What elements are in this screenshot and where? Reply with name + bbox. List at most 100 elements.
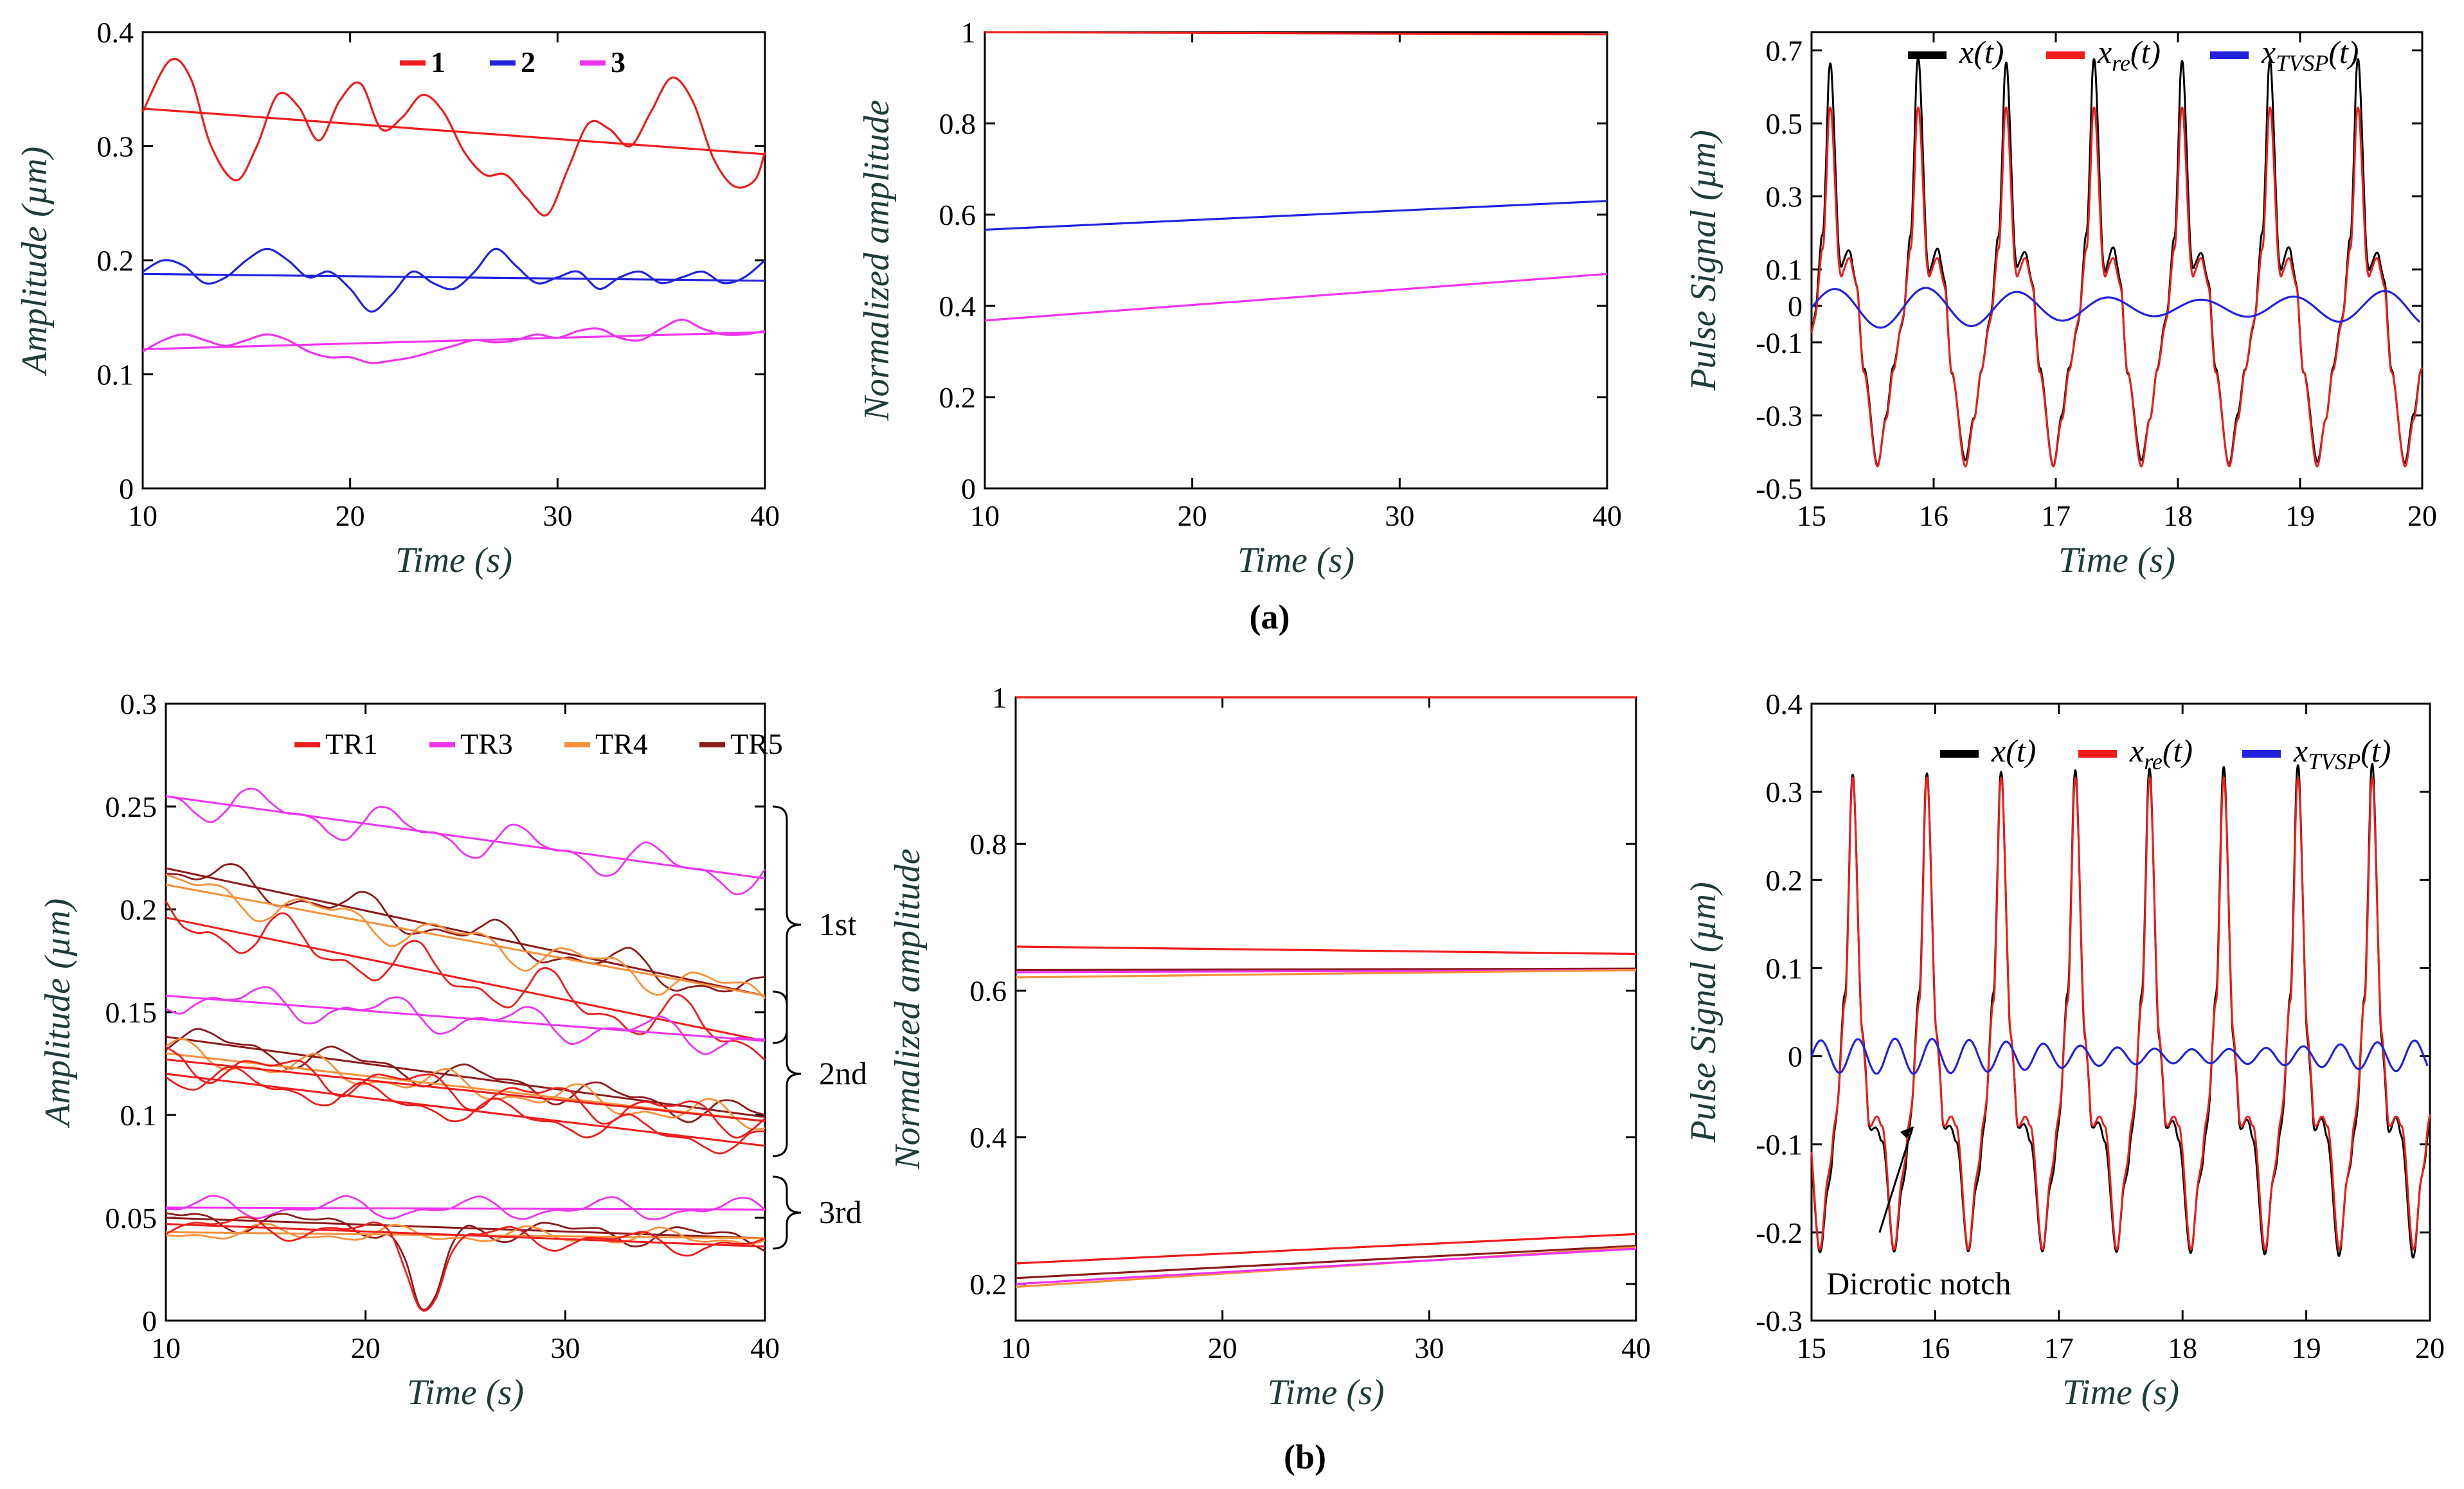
series-line-TR1-2nd [1015,945,1637,956]
series-curve-1 [141,58,766,217]
legend-entry: TR5 [730,727,783,760]
x-tick-label: 18 [2163,499,2193,532]
y-tick-label: 0 [119,472,134,505]
x-tick-label: 10 [1001,1332,1030,1364]
y-tick-label: 0.4 [97,16,134,49]
x-tick-label: 40 [1621,1332,1651,1364]
series-curve-TR4-2nd [165,1038,766,1130]
x-tick-label: 40 [750,499,780,532]
trend-line-TR5-3rd [165,1217,766,1240]
chart-a3: 15 16 17 18 19 20 -0.5 -0.3 -0.10 0.1 0.3 0.5 0.7 Tim… [1684,31,2437,580]
x-tick-label: 30 [1414,1332,1444,1364]
x-tick-label: 19 [2285,499,2315,532]
chart-b2: 10 20 30 40 0.2 0.4 0.6 0.8 1 Time (s) Normalized … [888,681,1651,1413]
bracket-3rd [772,1175,802,1250]
y-tick-label: 0.3 [120,688,157,720]
notch-arrow-line [1878,1126,1914,1233]
y-tick-label: 0.6 [939,199,976,231]
signal-x-re [1810,106,2424,468]
x-tick-label: 20 [1178,499,1207,532]
x-tick-label: 16 [1919,499,1948,532]
y-tick-label: 0.1 [1766,952,1803,985]
x-tick-label: 40 [1592,499,1622,532]
y-tick-label: -0.2 [1756,1217,1803,1249]
caption-a: (a) [1250,598,1290,636]
plot-frame [984,31,1608,490]
y-tick-label: -0.1 [1756,326,1803,359]
y-tick-label: 0.1 [1766,253,1803,286]
notch-annotation: Dicrotic notch [1826,1265,2011,1301]
y-tick-label: 0.3 [1766,181,1803,213]
plot-frame [1810,702,2431,1322]
legend-entry: TR3 [460,727,513,760]
x-axis-label: Time (s) [1237,540,1354,580]
caption-b: (b) [1284,1438,1326,1476]
y-tick-label: 1 [992,681,1007,714]
chart-a1: 10 20 30 40 0 0.1 0.2 0.3 0.4 Time (s) Amplitude (… [15,16,780,580]
series-curve-TR5-1st [165,863,766,993]
y-tick-label: -0.3 [1756,1305,1803,1337]
y-tick-label: -0.3 [1756,399,1803,432]
y-tick-label: 0.3 [1766,776,1803,808]
bracket-label-3rd: 3rd [819,1194,862,1230]
x-tick-label: 15 [1797,499,1826,532]
bracket-label-2nd: 2nd [819,1055,867,1091]
x-tick-label: 10 [970,499,1000,532]
trend-line-TR3-1st [165,795,766,880]
trend-line-TR5-1st [165,867,766,997]
legend-entry: xre(t) [2097,34,2161,76]
notch-arrow-head [1900,1127,1913,1139]
x-tick-label: 20 [336,499,365,532]
legend-entry: TR1 [325,727,378,760]
series-curve-2 [142,247,766,313]
y-tick-label: 0 [1788,1040,1803,1073]
y-tick-label: 0.2 [120,893,157,926]
legend-entry: 3 [611,46,625,78]
chart-a2: 10 20 30 40 0 0.2 0.4 0.6 0.8 1 Time (s) Normalized… [857,16,1622,580]
legend-entry: x(t) [1959,34,2004,70]
x-tick-label: 20 [2407,499,2437,532]
y-tick-label: 0.4 [970,1121,1007,1154]
y-axis-label: Normalized amplitude [857,100,897,421]
y-tick-label: 0 [961,472,976,505]
legend-entry: x(t) [1991,733,2036,769]
x-tick-label: 17 [2041,499,2071,532]
y-tick-label: 1 [961,16,976,49]
trend-line-TR1-2nd-b [165,1073,766,1147]
signal-x-tvsp [1810,287,2421,329]
x-tick-label: 30 [1385,499,1414,532]
series-line-3 [984,272,1608,322]
y-axis-label: Normalized amplitude [888,848,928,1170]
legend-entry: TR4 [595,727,648,760]
legend-entry: 1 [431,46,445,78]
trend-line-TR4-1st [165,884,766,997]
series-line-1-trend [142,107,766,156]
y-tick-label: 0.05 [105,1202,157,1235]
y-tick-label: 0.1 [120,1099,157,1132]
series-line-TR5-3rd [1015,1245,1637,1279]
x-axis-label: Time (s) [2058,540,2175,580]
signal-x [1810,763,2431,1259]
series-line-2-trend [142,272,766,282]
series-line-TR1-3rd [1015,1233,1637,1265]
series-curve-TR1-2nd-b [165,1065,766,1155]
y-axis-label: Amplitude (µm) [38,898,78,1128]
legend-entry: 2 [521,46,535,78]
bracket-2nd [772,990,802,1157]
x-tick-label: 10 [151,1332,181,1364]
series-line-2 [984,200,1608,231]
x-tick-label: 10 [128,499,157,532]
y-tick-label: 0.7 [1766,34,1803,67]
x-tick-label: 17 [2044,1332,2074,1364]
y-tick-label: 0.5 [1766,107,1803,140]
y-axis-label: Pulse Signal (µm) [1684,882,1723,1143]
series-curve-TR5-3rd [165,1212,766,1311]
plot-frame [1810,31,2424,490]
y-tick-label: -0.5 [1756,472,1803,505]
series-curve-TR3-3rd [165,1195,766,1220]
y-tick-label: 0.6 [970,974,1007,1007]
signal-x [1810,57,2424,467]
x-tick-label: 30 [543,499,572,532]
x-axis-label: Time (s) [395,540,512,580]
